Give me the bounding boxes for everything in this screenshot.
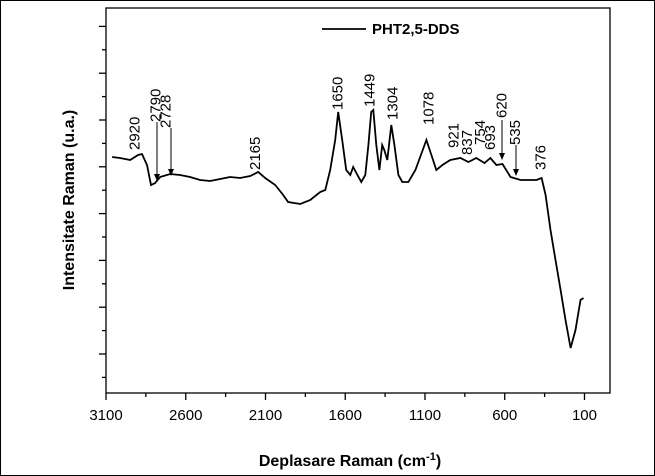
peak-label: 535 (507, 120, 524, 145)
peak-label: 837 (459, 130, 476, 155)
peak-label: 921 (446, 123, 463, 148)
plot-frame (105, 7, 611, 394)
peak-label: 754 (472, 120, 489, 145)
peak-label: 2790 (147, 89, 164, 122)
peak-label: 1650 (329, 77, 346, 110)
y-axis-label: Intensitate Raman (u.a.) (61, 110, 78, 290)
peak-label: 1449 (361, 74, 378, 107)
x-tick-label: 3100 (89, 407, 122, 424)
x-tick-label: 600 (492, 407, 517, 424)
peak-label: 1078 (420, 92, 437, 125)
peak-label: 1304 (384, 87, 401, 120)
x-tick-label: 1100 (409, 407, 441, 424)
x-label-sup: -1 (426, 451, 436, 463)
x-label-text: Deplasare Raman (cm (259, 453, 426, 470)
peak-arrowhead (168, 169, 174, 176)
peak-label: 693 (482, 125, 499, 150)
x-tick-label: 2600 (169, 407, 202, 424)
peak-arrowhead (154, 174, 160, 181)
legend-label: PHT2,5-DDS (372, 21, 460, 38)
peak-label: 2728 (157, 95, 174, 128)
x-tick-label: 100 (572, 407, 597, 424)
peak-arrowhead (513, 169, 519, 176)
peak-label: 376 (532, 145, 549, 170)
peak-label: 620 (494, 93, 511, 118)
x-tick-label: 1600 (329, 407, 362, 424)
spectrum-line (111, 108, 584, 349)
x-tick-label: 2100 (249, 407, 282, 424)
peak-label: 2165 (247, 137, 264, 170)
x-axis-label: Deplasare Raman (cm-1) (259, 451, 441, 470)
peak-label: 2920 (127, 117, 144, 150)
peak-arrowhead (499, 153, 505, 160)
x-label-tail: ) (436, 453, 441, 470)
